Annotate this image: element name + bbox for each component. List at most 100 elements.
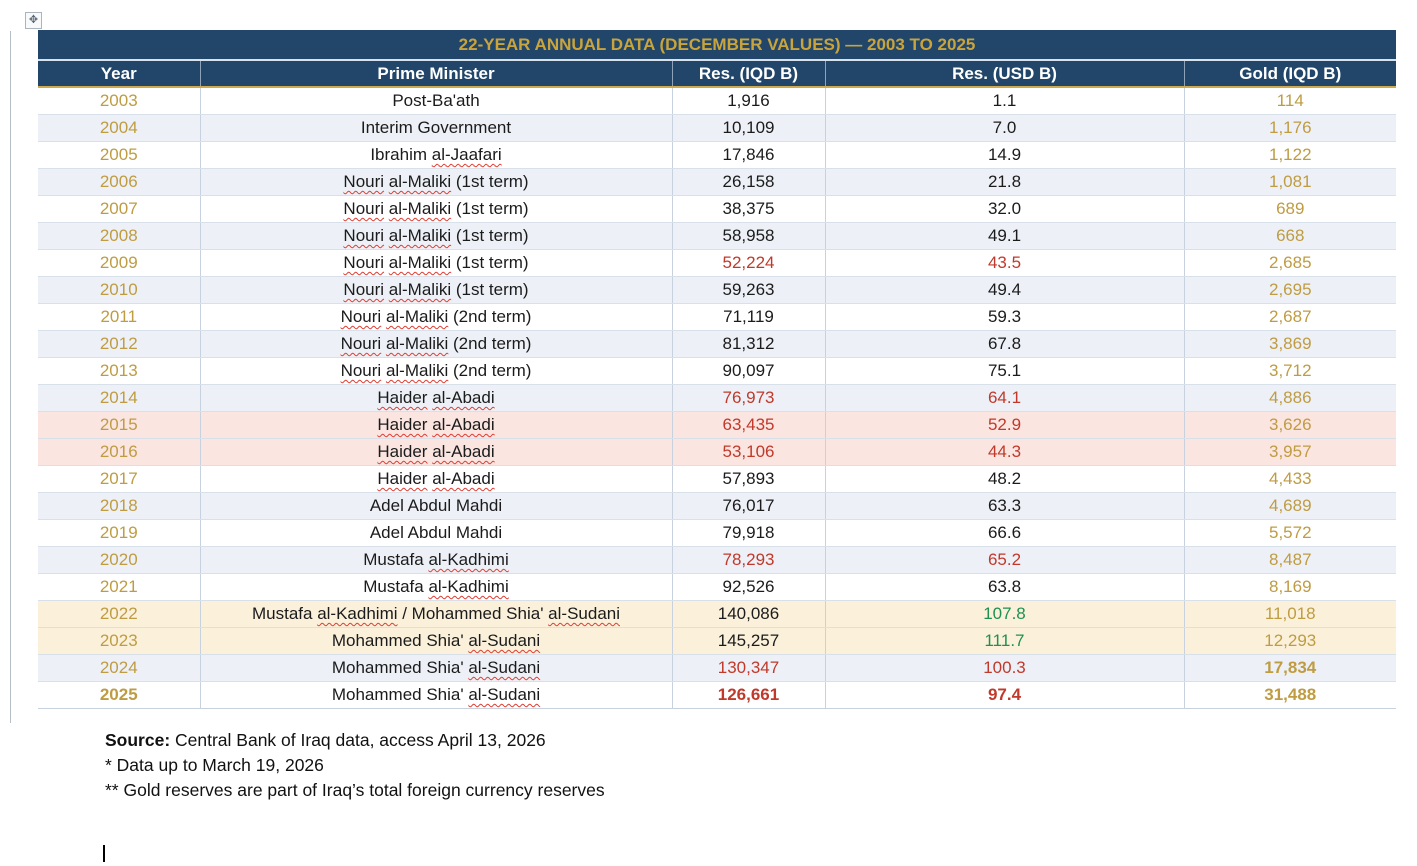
- year-cell: 2008: [38, 222, 200, 250]
- prime-minister-cell: Adel Abdul Mahdi: [199, 492, 672, 520]
- spellcheck-underline: Nouri: [340, 361, 382, 380]
- spellcheck-underline: al-Maliki: [385, 334, 449, 353]
- year-cell: 2004: [38, 114, 200, 142]
- prime-minister-cell: Nouri al-Maliki (1st term): [199, 195, 672, 223]
- res-iqd-cell: 1,916: [671, 87, 825, 115]
- gold-cell: 3,869: [1183, 330, 1397, 358]
- year-cell: 2005: [38, 141, 200, 169]
- source-label: Source:: [105, 730, 171, 750]
- spellcheck-underline: al-Abadi: [432, 442, 495, 461]
- gold-cell: 2,685: [1183, 249, 1397, 277]
- prime-minister-cell: Nouri al-Maliki (2nd term): [199, 303, 672, 331]
- column-header-gold-iqd: Gold (IQD B): [1183, 60, 1397, 88]
- res-iqd-cell: 81,312: [671, 330, 825, 358]
- res-iqd-cell: 140,086: [671, 600, 825, 628]
- prime-minister-cell: Nouri al-Maliki (2nd term): [199, 357, 672, 385]
- res-usd-cell: 67.8: [824, 330, 1184, 358]
- gold-cell: 114: [1183, 87, 1397, 115]
- prime-minister-cell: Ibrahim al-Jaafari: [199, 141, 672, 169]
- gold-cell: 31,488: [1183, 681, 1397, 709]
- gold-cell: 3,957: [1183, 438, 1397, 466]
- res-usd-cell: 63.3: [824, 492, 1184, 520]
- res-iqd-cell: 63,435: [671, 411, 825, 439]
- gold-cell: 668: [1183, 222, 1397, 250]
- gold-cell: 689: [1183, 195, 1397, 223]
- spellcheck-underline: Nouri: [343, 280, 385, 299]
- column-header-res-usd: Res. (USD B): [824, 60, 1184, 88]
- res-usd-cell: 48.2: [824, 465, 1184, 493]
- res-usd-cell: 52.9: [824, 411, 1184, 439]
- res-iqd-cell: 57,893: [671, 465, 825, 493]
- spellcheck-underline: al-Maliki: [388, 199, 452, 218]
- spellcheck-underline: al-Maliki: [385, 361, 449, 380]
- prime-minister-cell: Nouri al-Maliki (1st term): [199, 249, 672, 277]
- year-cell: 2019: [38, 519, 200, 547]
- spellcheck-underline: al-Kadhimi: [317, 604, 398, 623]
- spellcheck-underline: al-Sudani: [548, 604, 620, 623]
- table-row: 2023 Mohammed Shia' al-Sudani 145,257 111.7…: [38, 627, 1397, 655]
- res-usd-cell: 32.0: [824, 195, 1184, 223]
- spellcheck-underline: al-Maliki: [388, 253, 452, 272]
- table-row: 2016 Haider al-Abadi 53,106 44.3 3,957: [38, 438, 1397, 466]
- spellcheck-underline: al-Maliki: [388, 226, 452, 245]
- year-cell: 2020: [38, 546, 200, 574]
- spellcheck-underline: Nouri: [343, 172, 385, 191]
- year-cell: 2016: [38, 438, 200, 466]
- column-header-res-iqd: Res. (IQD B): [671, 60, 825, 88]
- gold-cell: 3,626: [1183, 411, 1397, 439]
- spellcheck-underline: Nouri: [340, 334, 382, 353]
- prime-minister-cell: Nouri al-Maliki (1st term): [199, 222, 672, 250]
- res-usd-cell: 66.6: [824, 519, 1184, 547]
- res-usd-cell: 65.2: [824, 546, 1184, 574]
- gold-cell: 3,712: [1183, 357, 1397, 385]
- table-row: 2025 Mohammed Shia' al-Sudani 126,661 97.4 3…: [38, 681, 1397, 709]
- res-iqd-cell: 145,257: [671, 627, 825, 655]
- year-cell: 2012: [38, 330, 200, 358]
- prime-minister-cell: Nouri al-Maliki (1st term): [199, 276, 672, 304]
- spellcheck-underline: al-Kadhimi: [428, 550, 509, 569]
- year-cell: 2025: [38, 681, 200, 709]
- prime-minister-cell: Nouri al-Maliki (2nd term): [199, 330, 672, 358]
- table-row: 2011 Nouri al-Maliki (2nd term) 71,119 59.3…: [38, 303, 1397, 331]
- table-row: 2014 Haider al-Abadi 76,973 64.1 4,886: [38, 384, 1397, 412]
- year-cell: 2015: [38, 411, 200, 439]
- gold-cell: 2,695: [1183, 276, 1397, 304]
- spellcheck-underline: Nouri: [343, 253, 385, 272]
- res-iqd-cell: 52,224: [671, 249, 825, 277]
- table-row: 2017 Haider al-Abadi 57,893 48.2 4,433: [38, 465, 1397, 493]
- year-cell: 2024: [38, 654, 200, 682]
- year-cell: 2023: [38, 627, 200, 655]
- table-title: 22-YEAR ANNUAL DATA (DECEMBER VALUES) — …: [38, 30, 1397, 61]
- table-row: 2012 Nouri al-Maliki (2nd term) 81,312 67.8…: [38, 330, 1397, 358]
- table-row: 2020 Mustafa al-Kadhimi 78,293 65.2 8,487: [38, 546, 1397, 574]
- res-usd-cell: 63.8: [824, 573, 1184, 601]
- res-iqd-cell: 26,158: [671, 168, 825, 196]
- table-row: 2004 Interim Government 10,109 7.0 1,176: [38, 114, 1397, 142]
- res-usd-cell: 111.7: [824, 627, 1184, 655]
- table-header-row: Year Prime Minister Res. (IQD B) Res. (U…: [38, 60, 1397, 88]
- year-cell: 2014: [38, 384, 200, 412]
- spellcheck-underline: al-Kadhimi: [428, 577, 509, 596]
- table-row: 2019 Adel Abdul Mahdi 79,918 66.6 5,572: [38, 519, 1397, 547]
- source-note: Source: Central Bank of Iraq data, acces…: [105, 728, 605, 753]
- gold-cell: 1,081: [1183, 168, 1397, 196]
- gold-cell: 4,689: [1183, 492, 1397, 520]
- res-iqd-cell: 38,375: [671, 195, 825, 223]
- spellcheck-underline: Haider: [377, 415, 428, 434]
- res-usd-cell: 44.3: [824, 438, 1184, 466]
- prime-minister-cell: Mustafa al-Kadhimi: [199, 546, 672, 574]
- res-iqd-cell: 59,263: [671, 276, 825, 304]
- year-cell: 2011: [38, 303, 200, 331]
- table-row: 2022 Mustafa al-Kadhimi / Mohammed Shia' …: [38, 600, 1397, 628]
- table-notes: Source: Central Bank of Iraq data, acces…: [105, 728, 605, 803]
- table-move-handle-icon[interactable]: ✥: [25, 12, 42, 29]
- res-usd-cell: 75.1: [824, 357, 1184, 385]
- res-iqd-cell: 130,347: [671, 654, 825, 682]
- gold-cell: 11,018: [1183, 600, 1397, 628]
- res-iqd-cell: 76,017: [671, 492, 825, 520]
- res-usd-cell: 107.8: [824, 600, 1184, 628]
- spellcheck-underline: Nouri: [340, 307, 382, 326]
- spellcheck-underline: Nouri: [343, 199, 385, 218]
- text-cursor: [103, 845, 105, 862]
- prime-minister-cell: Mohammed Shia' al-Sudani: [199, 681, 672, 709]
